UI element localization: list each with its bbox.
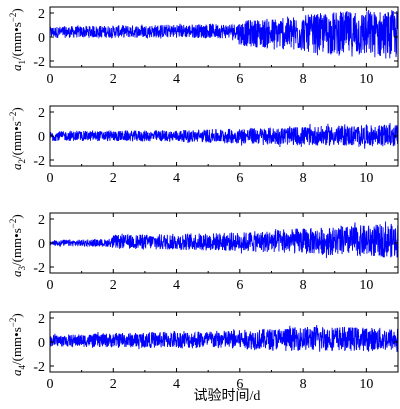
y-tick-label: 0 xyxy=(38,130,45,145)
x-tick-label: 4 xyxy=(173,377,180,392)
x-tick-label: 10 xyxy=(359,278,373,293)
x-tick-label: 10 xyxy=(359,377,373,392)
x-tick-label: 0 xyxy=(47,171,54,186)
x-tick-label: 2 xyxy=(110,171,117,186)
x-tick-label: 0 xyxy=(47,72,54,87)
x-tick-label: 8 xyxy=(300,171,307,186)
x-tick-label: 6 xyxy=(236,72,243,87)
x-tick-label: 2 xyxy=(110,278,117,293)
y-tick-label: -2 xyxy=(33,55,45,70)
x-tick-label: 2 xyxy=(110,377,117,392)
y-axis-label: a1/(mm•s−2) xyxy=(8,8,27,71)
y-tick-label: 2 xyxy=(38,213,45,228)
series-line-a1 xyxy=(49,10,399,59)
x-axis-label: 试验时间/d xyxy=(194,388,261,404)
x-tick-label: 10 xyxy=(359,72,373,87)
y-tick-label: 0 xyxy=(38,31,45,46)
x-tick-label: 10 xyxy=(359,171,373,186)
y-tick-label: -2 xyxy=(33,154,45,169)
y-tick-label: 0 xyxy=(38,237,45,252)
series-line-a4 xyxy=(49,324,399,353)
y-tick-label: 2 xyxy=(38,7,45,22)
x-tick-label: 4 xyxy=(173,278,180,293)
series-line-a2 xyxy=(49,122,399,149)
x-tick-label: 6 xyxy=(236,171,243,186)
x-tick-label: 2 xyxy=(110,72,117,87)
y-axis-label: a4/(mm•s−2) xyxy=(8,313,27,376)
y-tick-label: 2 xyxy=(38,312,45,327)
y-tick-label: 2 xyxy=(38,106,45,121)
x-tick-label: 8 xyxy=(300,278,307,293)
y-axis-label: a2/(mm•s−2) xyxy=(8,107,27,170)
x-tick-label: 6 xyxy=(236,278,243,293)
x-tick-label: 8 xyxy=(300,72,307,87)
y-axis-label: a3/(mm•s−2) xyxy=(8,214,27,277)
x-tick-label: 8 xyxy=(300,377,307,392)
series-line-a3 xyxy=(49,221,399,259)
x-tick-label: 6 xyxy=(236,377,243,392)
y-tick-label: -2 xyxy=(33,261,45,276)
x-tick-label: 0 xyxy=(47,278,54,293)
x-tick-label: 0 xyxy=(47,377,54,392)
y-tick-label: 0 xyxy=(38,336,45,351)
y-tick-label: -2 xyxy=(33,360,45,375)
x-tick-label: 4 xyxy=(173,171,180,186)
x-tick-label: 4 xyxy=(173,72,180,87)
